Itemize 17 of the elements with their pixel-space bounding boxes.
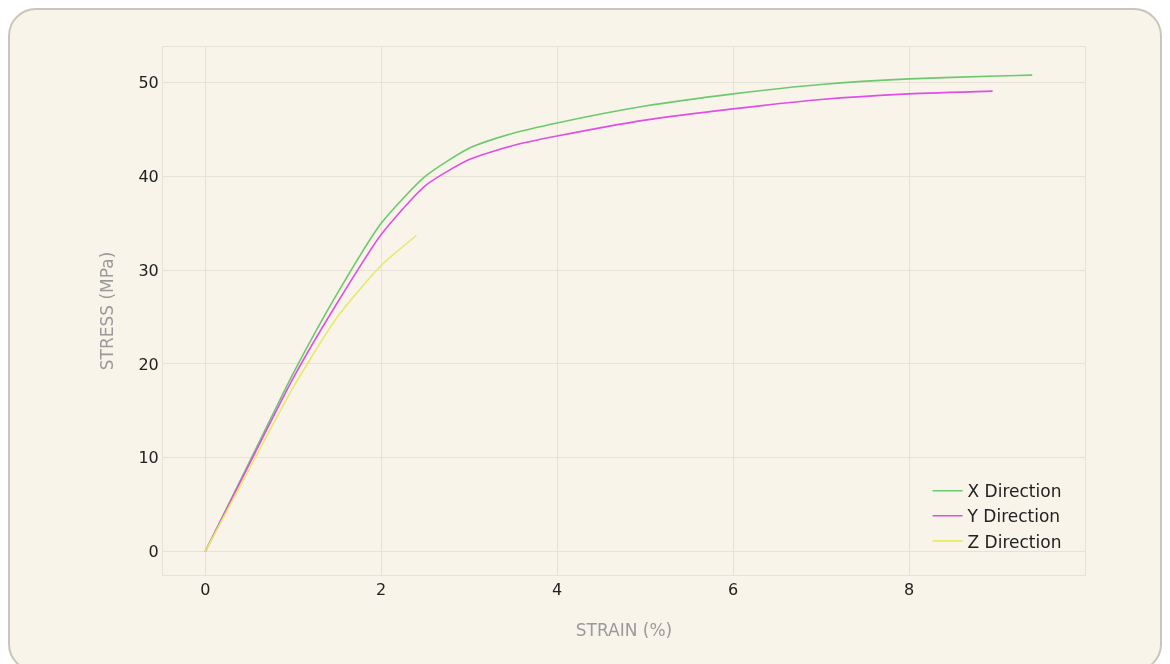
y-tick-label: 40: [138, 167, 159, 187]
y-tick-label: 30: [138, 260, 159, 280]
y-axis-title: STRESS (MPa): [96, 251, 117, 371]
x-axis-title: STRAIN (%): [575, 619, 673, 640]
legend-label: Z Direction: [967, 531, 1062, 552]
y-tick-label: 10: [138, 448, 159, 468]
x-tick-label: 8: [903, 580, 915, 600]
y-tick-label: 0: [148, 542, 159, 562]
line-series: [204, 234, 418, 553]
x-tick-label: 6: [728, 580, 739, 600]
x-tick-label: 0: [200, 580, 211, 600]
x-tick-label: 2: [376, 580, 387, 600]
legend-label: X Direction: [967, 481, 1062, 502]
y-tick-label: 20: [138, 354, 159, 374]
x-tick-label: 4: [552, 580, 563, 600]
y-tick-label: 50: [138, 73, 159, 93]
legend-label: Y Direction: [966, 506, 1061, 527]
